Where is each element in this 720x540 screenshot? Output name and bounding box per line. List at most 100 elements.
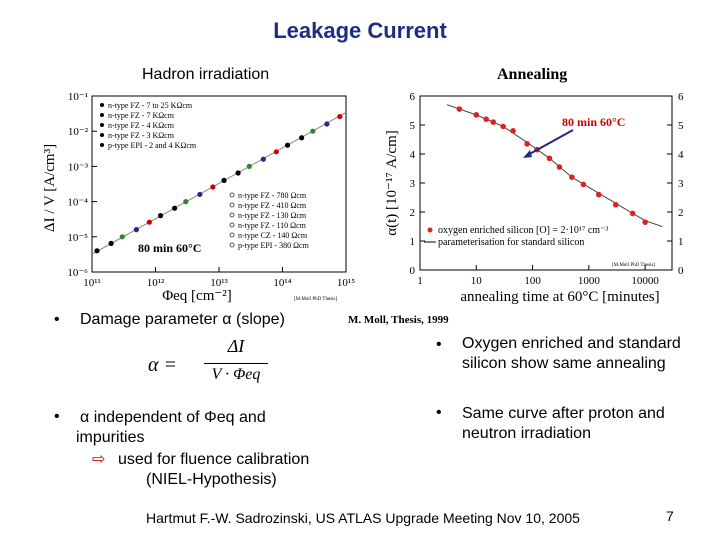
fluence-y-tick-label: 10⁻¹ bbox=[68, 91, 88, 103]
bullet-alpha-independent-cont: impurities bbox=[76, 429, 145, 446]
annealing-point bbox=[629, 210, 636, 217]
annealing-legend-marker bbox=[427, 227, 433, 233]
fluence-legend-label: n-type FZ - 7 to 25 KΩcm bbox=[108, 101, 193, 110]
left-heading: Hadron irradiation bbox=[142, 66, 270, 83]
fluence-point bbox=[197, 191, 203, 198]
fluence-y-label: ΔI / V [A/cm³] bbox=[42, 144, 58, 232]
annealing-point bbox=[524, 141, 530, 147]
fluence-y-tick-label: 10⁻⁵ bbox=[67, 232, 88, 244]
fluence-point bbox=[172, 205, 178, 211]
fluence-point bbox=[133, 227, 139, 233]
fluence-y-tick-label: 10⁻³ bbox=[68, 161, 89, 173]
fluence-legend-label: n-type FZ - 7 KΩcm bbox=[108, 111, 175, 120]
annealing-y-ticks: 0 0 1 1 2 2 3 3 4 4 5 5 6 6 bbox=[410, 91, 685, 277]
fluence-legend-label: n-type FZ - 110 Ωcm bbox=[238, 221, 307, 230]
bullet-oxygen-enriched: Oxygen enriched and standard silicon sho… bbox=[462, 335, 681, 372]
fluence-y-tick-label: 10⁻⁶ bbox=[67, 267, 88, 279]
thesis-reference: M. Moll, Thesis, 1999 bbox=[348, 314, 449, 326]
annealing-y-tick-label: 4 bbox=[410, 149, 416, 161]
bullet-dot-2: • bbox=[54, 408, 60, 425]
annealing-point bbox=[580, 181, 587, 188]
fluence-legend-marker bbox=[100, 113, 104, 117]
fluence-annotation: 80 min 60°C bbox=[138, 241, 201, 255]
fluence-point bbox=[157, 213, 164, 219]
slide-title: Leakage Current bbox=[273, 18, 447, 43]
formula-fraction-bar bbox=[204, 363, 268, 364]
annealing-point bbox=[473, 112, 480, 118]
annealing-legend-label: oxygen enriched silicon [O] = 2·10¹⁷ cm⁻… bbox=[438, 225, 608, 236]
fluence-point bbox=[273, 149, 279, 155]
fluence-point bbox=[324, 121, 330, 127]
sub-niel-hypothesis: (NIEL-Hypothesis) bbox=[146, 471, 277, 488]
fluence-plot-frame bbox=[91, 95, 347, 273]
annealing-y-tick-label-right: 3 bbox=[678, 178, 684, 190]
fluence-legend-marker bbox=[100, 133, 104, 137]
bullet-dot-1: • bbox=[54, 311, 60, 328]
annealing-point bbox=[642, 219, 648, 225]
bullet-dot-3: • bbox=[436, 336, 442, 353]
annealing-y-label: α(t) [10⁻¹⁷ A/cm] bbox=[384, 130, 400, 235]
fluence-note: [M.Moll PhD Thesis] bbox=[294, 297, 337, 302]
fluence-point bbox=[108, 240, 114, 246]
annealing-y-tick-label: 0 bbox=[410, 265, 416, 277]
fluence-legend-marker bbox=[229, 232, 235, 238]
fluence-point bbox=[221, 177, 227, 184]
annealing-y-tick-label-right: 2 bbox=[678, 207, 684, 219]
annealing-x-tick-label: 1000 bbox=[578, 275, 601, 287]
fluence-legend-label: n-type FZ - 130 Ωcm bbox=[238, 211, 307, 220]
sub-fluence-calibration: used for fluence calibration bbox=[118, 451, 310, 468]
fluence-x-tick-label: 10¹² bbox=[147, 277, 165, 289]
fluence-y-tick-label: 10⁻⁴ bbox=[67, 197, 88, 209]
fluence-legend-label: n-type FZ - 3 KΩcm bbox=[108, 131, 175, 140]
fluence-legend-label: n-type CZ - 140 Ωcm bbox=[238, 231, 308, 240]
annealing-y-tick-label-right: 4 bbox=[678, 149, 684, 161]
annealing-point bbox=[595, 191, 602, 198]
fluence-point bbox=[284, 142, 291, 148]
fluence-x-tick-label: 10¹⁵ bbox=[337, 277, 355, 289]
annealing-note: [M.Moll PhD Thesis] bbox=[612, 263, 655, 268]
annealing-point bbox=[456, 106, 463, 112]
annealing-plot-frame bbox=[419, 95, 673, 271]
fluence-point bbox=[94, 248, 100, 254]
annealing-x-ticks: 1 10 100 1000 10000 bbox=[417, 265, 659, 287]
annealing-y-tick-label: 2 bbox=[410, 207, 416, 219]
formula-lhs: α = bbox=[148, 354, 177, 376]
annealing-arrowhead bbox=[523, 150, 532, 158]
fluence-x-label: Φeq [cm⁻²] bbox=[162, 288, 232, 304]
annealing-x-label: annealing time at 60°C [minutes] bbox=[460, 289, 659, 305]
annealing-x-tick-label: 10000 bbox=[631, 275, 659, 287]
fluence-y-ticks: 10⁻⁶ 10⁻⁵ 10⁻⁴ 10⁻³ 10⁻² 10⁻¹ bbox=[67, 91, 97, 279]
fluence-point bbox=[299, 135, 305, 141]
annealing-point bbox=[483, 116, 489, 122]
fluence-legend-marker bbox=[229, 212, 235, 218]
fluence-point bbox=[146, 219, 152, 225]
annealing-chart: 0 01 12 23 34 45 56 6 1 10 100 1000 10000 80 min 60… bbox=[384, 91, 685, 305]
annealing-arrow bbox=[525, 129, 574, 157]
formula-denominator: V · Φeq bbox=[211, 366, 261, 383]
fluence-legend-marker bbox=[100, 103, 104, 107]
annealing-y-tick-label-right: 5 bbox=[678, 120, 684, 132]
annealing-point bbox=[556, 164, 563, 170]
annealing-x-tick-label: 10 bbox=[471, 275, 483, 287]
annealing-y-tick-label: 5 bbox=[410, 120, 416, 132]
fluence-legend-marker bbox=[100, 123, 104, 127]
page-number: 7 bbox=[666, 508, 674, 524]
annealing-y-tick-label-right: 6 bbox=[678, 91, 684, 103]
fluence-point bbox=[246, 163, 252, 169]
fluence-x-tick-label: 10¹¹ bbox=[83, 277, 101, 289]
right-heading: Annealing bbox=[497, 66, 568, 83]
fluence-legend-marker bbox=[229, 202, 235, 208]
annealing-y-tick-label: 6 bbox=[410, 91, 416, 103]
bullet-alpha-independent: α independent of Φeq and bbox=[80, 409, 266, 426]
annealing-y-tick-label-right: 1 bbox=[678, 236, 684, 248]
annealing-x-tick-label: 100 bbox=[524, 275, 541, 287]
bullet-same-curve: Same curve after proton and neutron irra… bbox=[462, 405, 665, 442]
fluence-legend-label: p-type EPI - 2 and 4 KΩcm bbox=[108, 141, 197, 150]
annealing-point bbox=[500, 123, 506, 130]
fluence-legend-label: n-type FZ - 780 Ωcm bbox=[238, 191, 307, 200]
annealing-legend: oxygen enriched silicon [O] = 2·10¹⁷ cm⁻… bbox=[424, 225, 608, 248]
annealing-point bbox=[612, 201, 619, 208]
annealing-y-tick-label: 3 bbox=[410, 178, 416, 190]
